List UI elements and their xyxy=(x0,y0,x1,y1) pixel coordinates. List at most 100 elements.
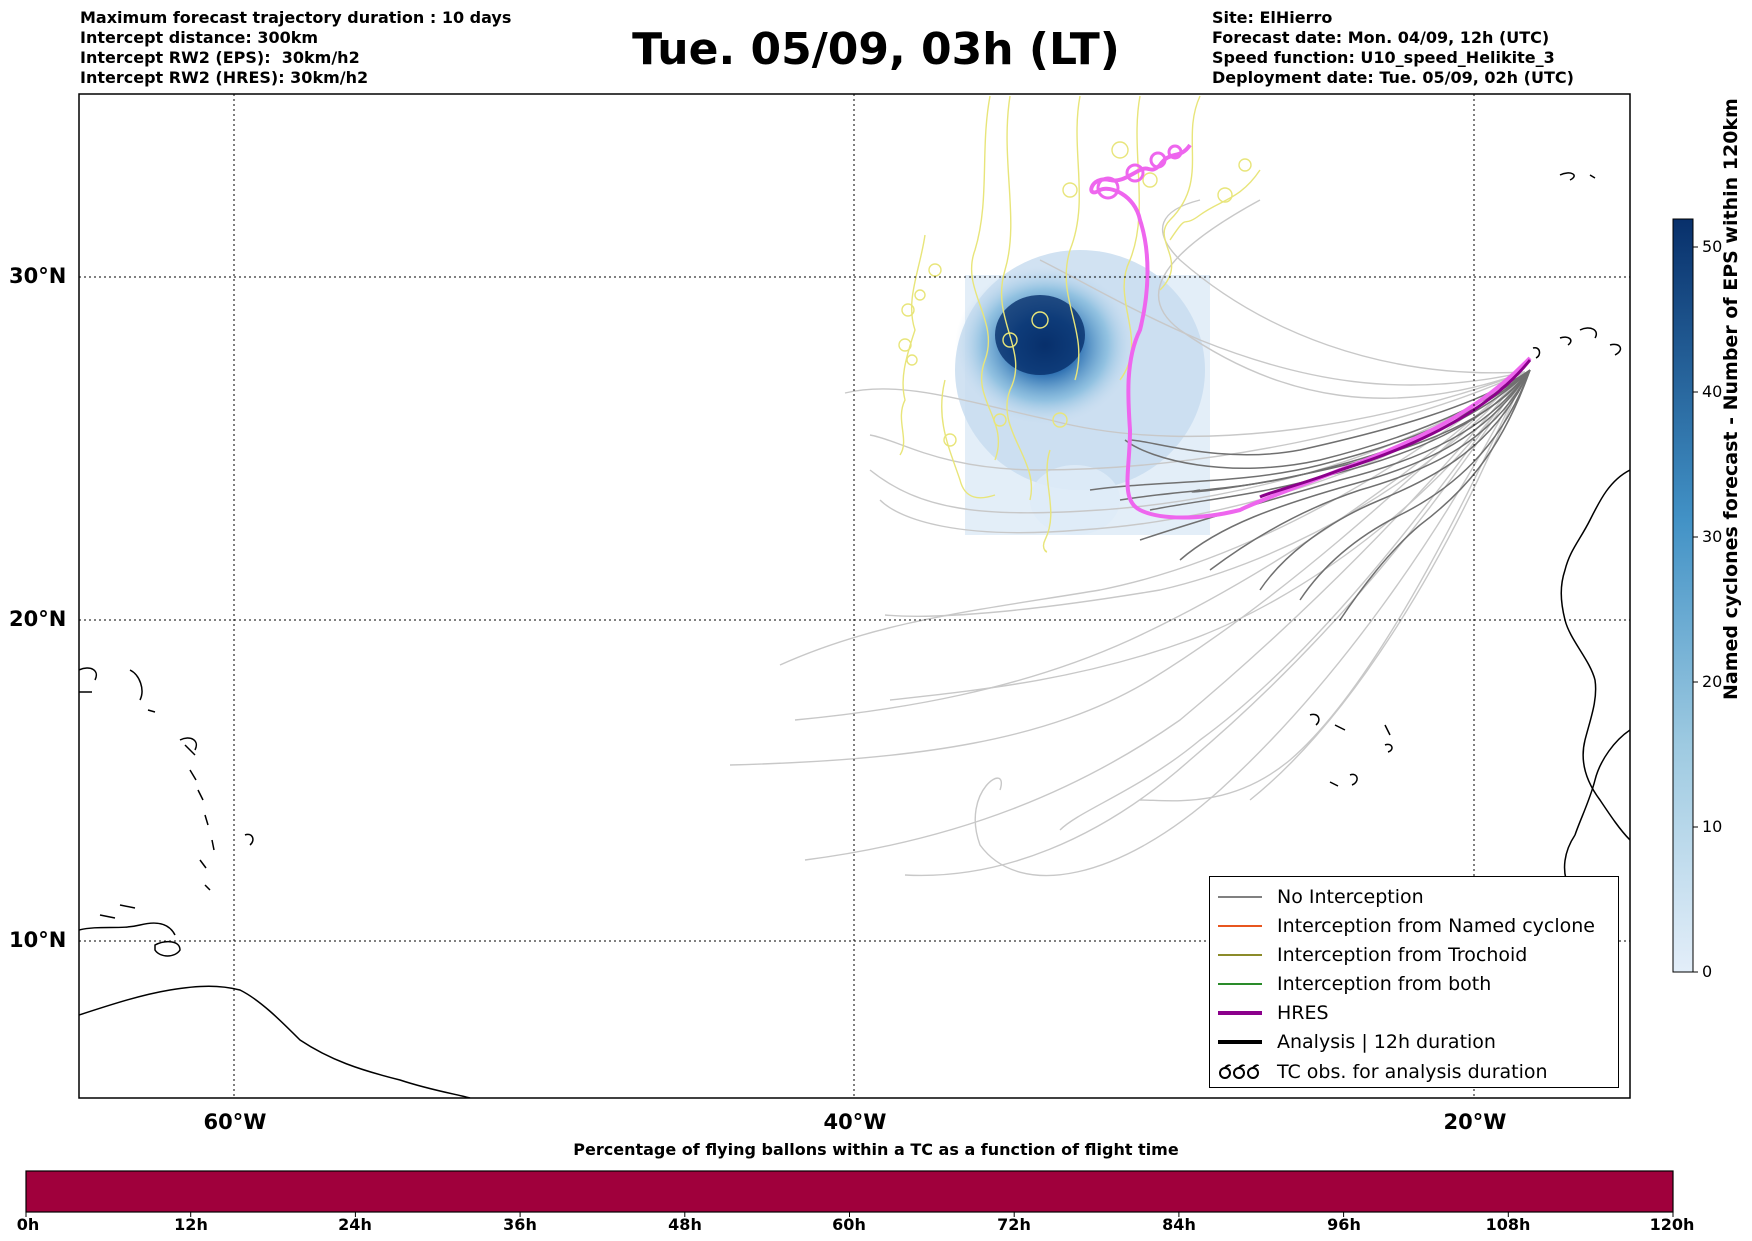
trochoid-loop xyxy=(1062,182,1078,198)
hres-loop xyxy=(1125,163,1145,183)
venezuela-coast-north xyxy=(79,922,176,936)
eps-track xyxy=(1157,199,1526,399)
eps-track-dark xyxy=(1119,369,1531,501)
colorbar-tick-label: 20 xyxy=(1702,672,1723,691)
colorbar-tick-label: 30 xyxy=(1702,527,1723,546)
antilles-small xyxy=(99,833,254,919)
flight-time-bar-title: Percentage of flying ballons within a TC… xyxy=(573,1140,1179,1159)
trochoid-loop xyxy=(1002,332,1018,348)
eps-track xyxy=(844,371,1526,438)
eps-track xyxy=(794,371,1526,721)
legend-swatch-line xyxy=(1218,925,1262,927)
legend-swatch-line xyxy=(1218,983,1262,985)
hour-label: 72h xyxy=(997,1215,1031,1234)
eps-track-dark xyxy=(1299,369,1531,601)
lon-label-60w: 60°W xyxy=(203,1110,267,1134)
hour-label: 0h xyxy=(16,1215,40,1234)
eps-track xyxy=(884,371,1526,617)
legend-swatch-line xyxy=(1218,896,1262,898)
trinidad-coast xyxy=(154,940,181,957)
legend-item-trochoid: Interception from Trochoid xyxy=(1210,941,1527,969)
eps-track xyxy=(1059,371,1526,831)
legend-swatch-line xyxy=(1218,954,1262,956)
antilles-north xyxy=(79,667,156,713)
legend-item-both: Interception from both xyxy=(1210,970,1491,998)
map-frame-border xyxy=(78,93,1631,1099)
hres-loop xyxy=(1149,151,1167,169)
legend-item-no-interception: No Interception xyxy=(1210,883,1424,911)
hour-label: 84h xyxy=(1162,1215,1196,1234)
trochoid-track xyxy=(970,95,1000,461)
colorbar-title: Named cyclones forecast - Number of EPS … xyxy=(1720,98,1742,700)
trochoid-track xyxy=(1065,95,1081,381)
flight-time-bar xyxy=(25,1170,1674,1213)
trochoid-loop xyxy=(928,263,942,277)
legend-label: No Interception xyxy=(1277,886,1424,908)
trochoid-loops xyxy=(898,141,1252,447)
eps-track xyxy=(974,371,1526,877)
legend-label: HRES xyxy=(1277,1002,1329,1024)
hres-loop xyxy=(1096,176,1120,200)
hres-loop xyxy=(1167,144,1183,160)
eps-track xyxy=(1161,199,1526,374)
lat-label-10n: 10°N xyxy=(9,928,67,952)
trochoid-loop xyxy=(943,433,957,447)
trochoid-loop xyxy=(906,354,918,366)
eps-track xyxy=(1039,259,1526,386)
legend-label: Interception from Named cyclone xyxy=(1277,915,1595,937)
trochoid-loop xyxy=(898,338,912,352)
canary-islands xyxy=(1532,327,1622,359)
legend-label: Interception from both xyxy=(1277,973,1492,995)
hour-label: 108h xyxy=(1485,1215,1531,1234)
colorbar-tick-label: 50 xyxy=(1702,237,1723,256)
lat-label-30n: 30°N xyxy=(9,264,67,288)
trochoid-loop xyxy=(1217,187,1233,203)
trochoid-loop xyxy=(914,289,926,301)
eps-track-dark xyxy=(1339,369,1531,621)
hres-track xyxy=(1089,143,1532,520)
hour-label: 24h xyxy=(338,1215,372,1234)
eps-track-dark xyxy=(1259,369,1531,591)
trochoid-loop xyxy=(1031,311,1049,329)
trochoid-loop xyxy=(1238,158,1252,172)
page-title: Tue. 05/09, 03h (LT) xyxy=(632,24,1120,75)
madeira-islands xyxy=(1559,172,1596,181)
trochoid-loop xyxy=(1142,172,1158,188)
eps-track-dark xyxy=(1179,369,1531,561)
trochoid-loop xyxy=(1052,412,1068,428)
header-right-line: Deployment date: Tue. 05/09, 02h (UTC) xyxy=(1212,68,1574,87)
header-right: Site: ElHierro Forecast date: Mon. 04/09… xyxy=(1212,8,1574,88)
hour-label: 96h xyxy=(1327,1215,1361,1234)
header-left-line: Intercept RW2 (HRES): 30km/h2 xyxy=(80,68,369,87)
legend-swatch-line xyxy=(1218,1040,1262,1044)
legend-label: TC obs. for analysis duration xyxy=(1277,1061,1548,1083)
hres-track-loops xyxy=(1096,144,1183,200)
antilles-islands xyxy=(179,737,215,869)
trochoid-track xyxy=(1000,95,1033,501)
light-eps-tracks xyxy=(729,199,1526,877)
lon-label-20w: 20°W xyxy=(1443,1110,1507,1134)
header-left-line: Intercept distance: 300km xyxy=(80,28,319,47)
flight-time-bar-ticks xyxy=(25,1212,1674,1217)
eps-track-dark xyxy=(1129,369,1531,456)
hour-label: 36h xyxy=(503,1215,537,1234)
eps-track xyxy=(1139,371,1526,802)
header-right-line: Forecast date: Mon. 04/09, 12h (UTC) xyxy=(1212,28,1550,47)
colorbar-tick-label: 10 xyxy=(1702,817,1723,836)
eps-track xyxy=(869,371,1526,471)
legend-item-hres: HRES xyxy=(1210,999,1329,1027)
header-right-line: Speed function: U10_speed_Helikite_3 xyxy=(1212,48,1555,67)
hres-track-dark-overlay xyxy=(1259,359,1532,499)
header-left: Maximum forecast trajectory duration : 1… xyxy=(80,8,511,88)
trochoid-track xyxy=(1119,95,1141,381)
eps-track xyxy=(779,371,1526,666)
header-right-line: Site: ElHierro xyxy=(1212,8,1333,27)
legend-label: Interception from Trochoid xyxy=(1277,944,1528,966)
south-america-coast xyxy=(79,985,471,1098)
map-legend: No Interception Interception from Named … xyxy=(1209,876,1619,1088)
eps-track xyxy=(729,371,1526,766)
eps-track xyxy=(889,371,1526,701)
trochoid-track xyxy=(899,234,926,456)
coastlines xyxy=(79,172,1630,1098)
legend-label: Analysis | 12h duration xyxy=(1277,1031,1496,1053)
